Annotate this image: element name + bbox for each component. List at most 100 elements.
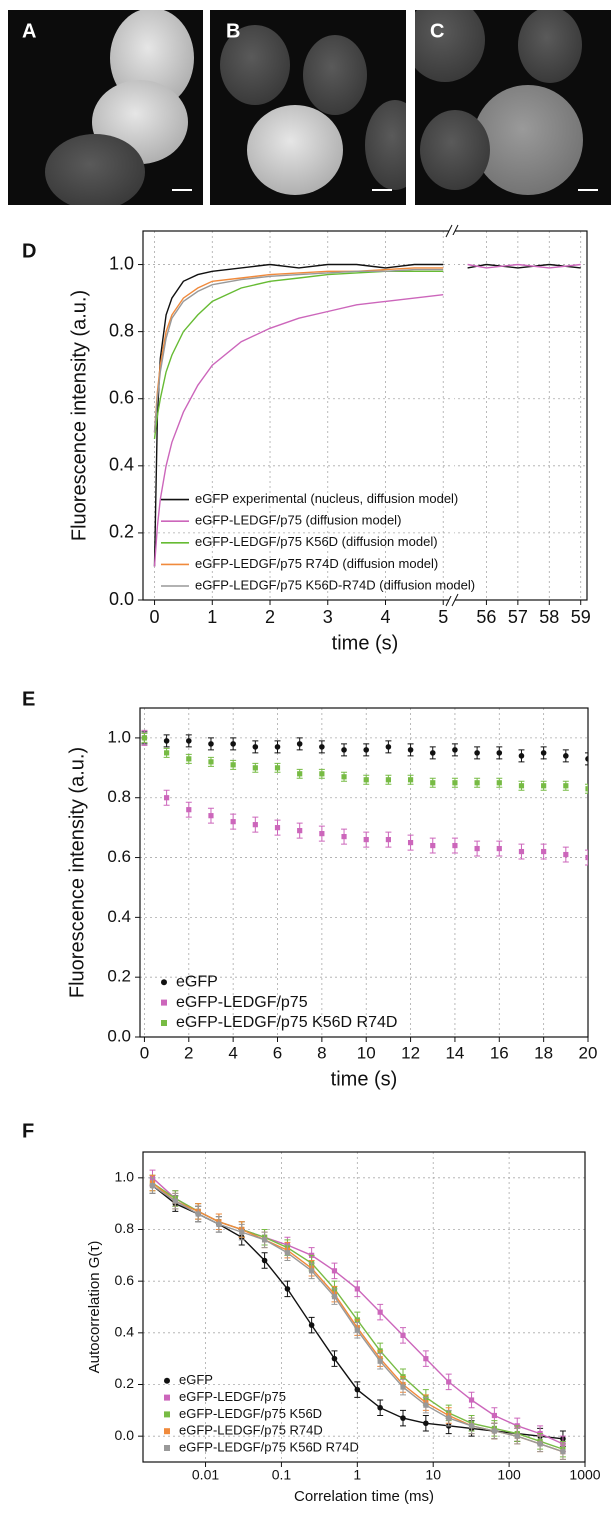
legend-swatch [164,1411,170,1418]
data-point [423,1356,429,1362]
data-point [284,1286,291,1292]
series-line [467,263,581,269]
data-point [496,780,502,786]
y-tick-label: 0.0 [109,589,134,609]
x-tick-label: 56 [476,607,496,627]
data-point [474,780,480,786]
plot-area [149,1169,566,1460]
data-point [518,783,525,789]
data-point [354,1386,361,1393]
data-point [341,774,347,780]
axis-break-gap [449,596,455,604]
data-point [363,747,370,753]
y-tick-label: 0.0 [107,1026,131,1045]
x-tick-label: 3 [323,607,333,627]
data-point [341,834,347,840]
x-tick-label: 0.01 [192,1467,219,1483]
panel-label: F [22,1120,34,1142]
data-point [377,1404,383,1411]
data-point [185,738,192,744]
legend-label: eGFP-LEDGF/p75 K56D R74D [179,1439,359,1454]
data-point [331,1294,338,1300]
y-axis-title: Fluorescence intensity (a.u.) [68,290,90,541]
data-point [407,777,414,783]
plot-area [141,729,588,866]
legend-label: eGFP-LEDGF/p75 K56D R74D [176,1014,397,1031]
data-point [216,1221,222,1227]
legend-label: eGFP-LEDGF/p75 K56D (diffusion model) [195,534,438,549]
data-point [407,747,414,753]
x-tick-label: 100 [497,1467,521,1483]
data-point [341,747,347,753]
data-point [261,1237,268,1243]
data-point [430,842,436,849]
data-point [164,795,170,801]
legend-swatch [164,1377,170,1384]
data-point [400,1332,406,1339]
legend-swatch [164,1428,170,1435]
x-tick-label: 0 [150,607,160,627]
x-tick-label: 2 [265,607,275,627]
data-point [308,1322,315,1328]
data-point [452,842,458,849]
x-tick-label: 6 [273,1043,282,1062]
data-point [541,848,547,855]
y-tick-label: 0.8 [115,1220,135,1236]
data-point [186,807,192,813]
data-point [518,848,525,855]
data-point [474,750,480,756]
y-tick-label: 0.8 [107,787,131,806]
x-tick-label: 8 [317,1043,326,1062]
plot-frame [142,1151,586,1463]
data-point [385,744,392,750]
y-tick-label: 0.2 [107,967,131,986]
data-point [186,756,192,762]
legend-label: eGFP-LEDGF/p75 K56D [179,1406,322,1421]
legend-label: eGFP [179,1372,213,1387]
y-tick-label: 0.6 [107,847,131,866]
x-tick-label: 4 [228,1043,237,1062]
data-point [274,825,281,831]
data-point [354,1286,360,1292]
y-axis-title: Autocorrelation G(τ) [86,1241,103,1374]
data-point [261,1257,268,1264]
series-line [153,263,444,567]
y-tick-label: 1.0 [107,727,131,746]
y-axis-title: Fluorescence intensity (a.u.) [66,747,88,998]
legend-swatch [161,999,167,1006]
legend-swatch [164,1445,170,1451]
data-point [540,750,547,756]
data-point [446,1379,452,1385]
data-point [385,777,391,783]
data-point [195,1211,201,1217]
data-point [297,771,303,777]
data-point [446,1415,452,1421]
x-tick-label: 16 [490,1043,509,1062]
error-bar [585,783,588,794]
legend-label: eGFP-LEDGF/p75 R74D [179,1423,323,1438]
data-point [363,837,369,843]
data-point [163,738,170,744]
x-tick-label: 0 [140,1043,149,1062]
data-point [297,828,303,834]
data-point [400,1415,406,1421]
data-point [331,1268,338,1274]
data-point [560,1449,566,1455]
data-point [563,851,569,858]
legend-label: eGFP-LEDGF/p75 [179,1389,286,1404]
x-axis-title: time (s) [331,1068,398,1090]
x-tick-label: 10 [425,1467,441,1483]
data-point [230,762,236,768]
micrograph-c [415,10,611,205]
data-point [208,741,214,747]
data-point [363,777,369,783]
plot-area [153,263,581,567]
data-point [541,783,547,789]
data-point [141,735,148,741]
data-point [468,1423,475,1429]
y-tick-label: 0.4 [107,907,131,926]
legend-label: eGFP-LEDGF/p75 K56D-R74D (diffusion mode… [195,577,475,592]
data-point [585,786,588,792]
data-point [230,741,236,747]
